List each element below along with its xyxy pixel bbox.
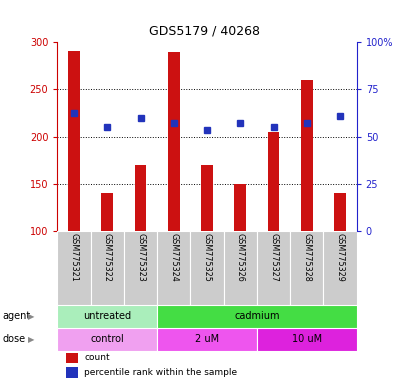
Bar <box>168 52 179 231</box>
Text: GSM775329: GSM775329 <box>335 233 344 282</box>
Text: 10 uM: 10 uM <box>291 334 321 344</box>
Bar <box>66 353 78 363</box>
Text: GSM775322: GSM775322 <box>103 233 112 282</box>
Text: 2 uM: 2 uM <box>195 334 218 344</box>
Bar <box>157 328 256 351</box>
Bar <box>223 231 256 305</box>
Text: agent: agent <box>2 311 30 321</box>
Bar <box>256 328 356 351</box>
Bar <box>68 51 80 231</box>
Text: GSM775323: GSM775323 <box>136 233 145 282</box>
Bar <box>267 132 279 231</box>
Bar <box>66 367 78 378</box>
Bar <box>135 165 146 231</box>
Bar <box>157 231 190 305</box>
Text: cadmium: cadmium <box>234 311 279 321</box>
Text: GSM775328: GSM775328 <box>301 233 310 282</box>
Text: ▶: ▶ <box>28 312 34 321</box>
Bar <box>333 194 345 231</box>
Text: GSM775324: GSM775324 <box>169 233 178 282</box>
Bar <box>190 231 223 305</box>
Bar <box>300 80 312 231</box>
Bar <box>101 194 113 231</box>
Bar <box>57 305 157 328</box>
Bar <box>323 231 356 305</box>
Bar <box>57 231 90 305</box>
Text: GSM775321: GSM775321 <box>70 233 79 282</box>
Bar <box>90 231 124 305</box>
Text: GSM775326: GSM775326 <box>235 233 244 282</box>
Bar <box>290 231 323 305</box>
Bar <box>256 231 290 305</box>
Text: ▶: ▶ <box>28 335 34 344</box>
Text: control: control <box>90 334 124 344</box>
Bar <box>124 231 157 305</box>
Text: GSM775325: GSM775325 <box>202 233 211 282</box>
Text: percentile rank within the sample: percentile rank within the sample <box>84 368 237 377</box>
Text: dose: dose <box>2 334 25 344</box>
Bar <box>157 305 356 328</box>
Bar <box>201 165 212 231</box>
Text: GDS5179 / 40268: GDS5179 / 40268 <box>149 25 260 38</box>
Text: untreated: untreated <box>83 311 131 321</box>
Text: count: count <box>84 353 110 362</box>
Bar <box>234 184 245 231</box>
Text: GSM775327: GSM775327 <box>268 233 277 282</box>
Bar <box>57 328 157 351</box>
